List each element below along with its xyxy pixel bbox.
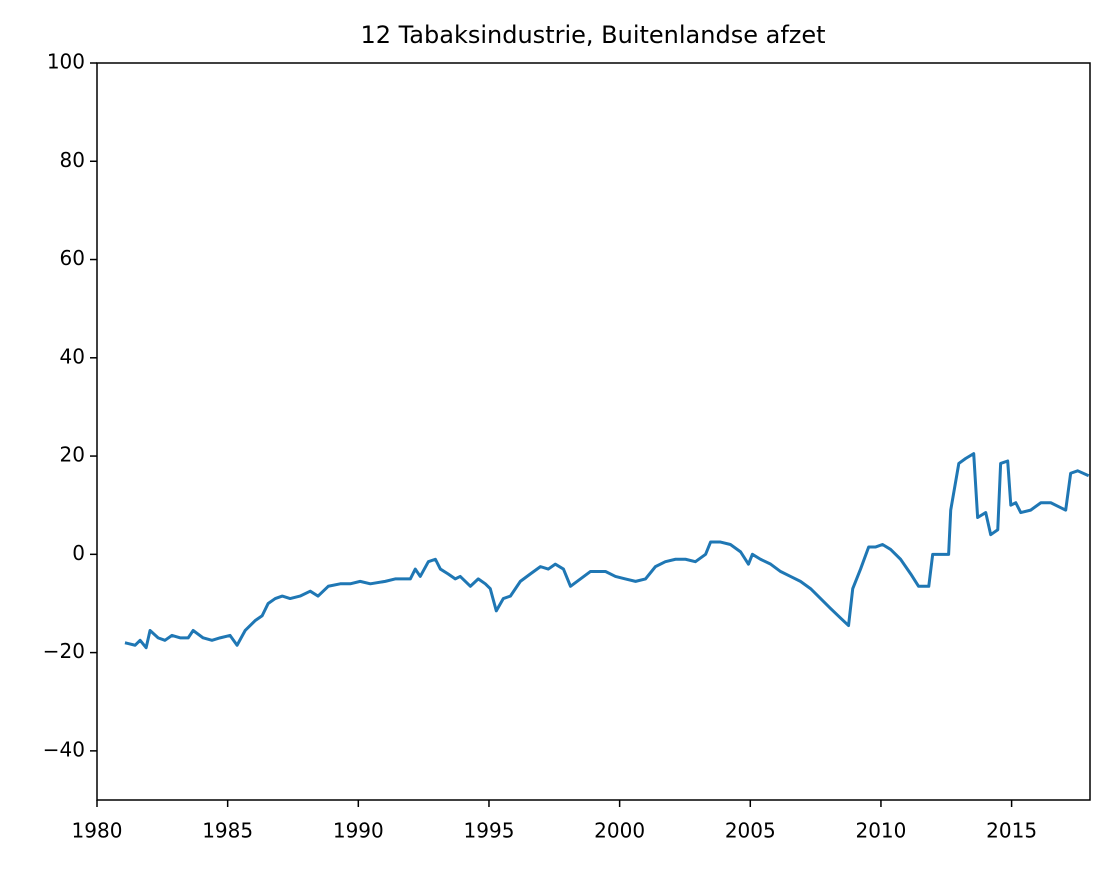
x-tick-label: 1995 [464, 819, 515, 843]
x-tick-label: 2010 [855, 819, 906, 843]
x-tick-label: 1985 [202, 819, 253, 843]
x-tick-label: 1990 [333, 819, 384, 843]
y-tick-label: 20 [60, 443, 85, 467]
x-tick-label: 2005 [725, 819, 776, 843]
x-tick-label: 2000 [594, 819, 645, 843]
y-tick-label: −40 [43, 737, 85, 761]
data-line [124, 452, 1090, 650]
y-tick-label: 80 [60, 148, 85, 172]
x-tick-label: 2015 [986, 819, 1037, 843]
chart-title: 12 Tabaksindustrie, Buitenlandse afzet [360, 21, 825, 49]
y-tick-label: 60 [60, 246, 85, 270]
x-tick-label: 1980 [72, 819, 123, 843]
y-tick-label: 0 [72, 541, 85, 565]
y-tick-label: 40 [60, 344, 85, 368]
y-tick-label: −20 [43, 639, 85, 663]
plot-frame [96, 62, 1091, 801]
y-tick-label: 100 [47, 50, 85, 74]
